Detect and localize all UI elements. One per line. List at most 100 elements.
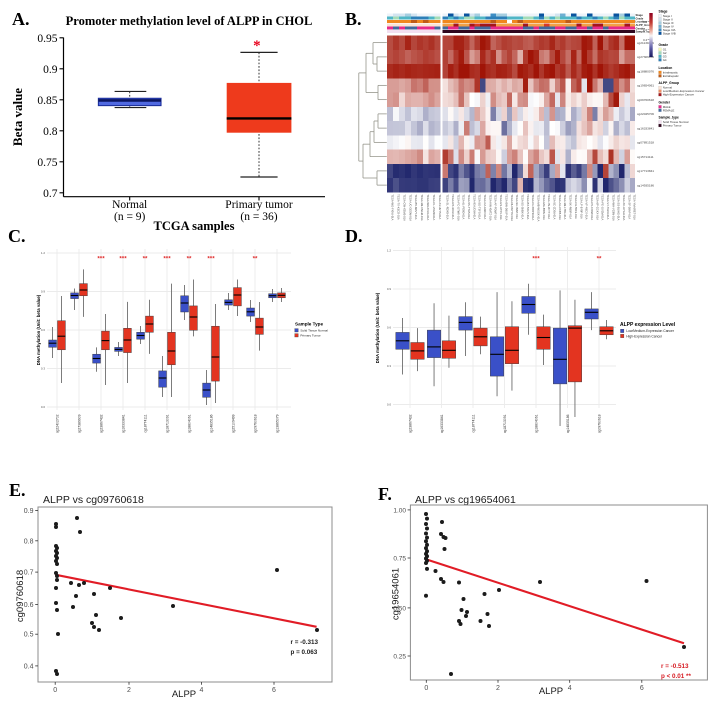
svg-text:D.: D. — [345, 226, 363, 246]
svg-text:cg13865079: cg13865079 — [275, 414, 279, 433]
svg-text:Solid Tissue Normal: Solid Tissue Normal — [663, 120, 689, 124]
svg-text:cg18804061: cg18804061 — [187, 414, 191, 433]
svg-text:TCGA-5G-T3FS-01A: TCGA-5G-T3FS-01A — [478, 194, 482, 219]
svg-text:1.2: 1.2 — [387, 249, 392, 253]
svg-text:0.6: 0.6 — [24, 602, 34, 609]
svg-text:cg14835186: cg14835186 — [566, 414, 570, 433]
svg-text:cg21130406: cg21130406 — [637, 41, 654, 45]
svg-text:Solid Tissue Normal: Solid Tissue Normal — [300, 329, 328, 333]
svg-text:ALPP: ALPP — [539, 686, 563, 697]
svg-text:TCGA-MG-B59V-01A: TCGA-MG-B59V-01A — [542, 194, 546, 220]
svg-text:TCGA-W9-ZVUA-01A: TCGA-W9-ZVUA-01A — [426, 194, 430, 220]
svg-text:TCGA-ZC-HYGH-01A: TCGA-ZC-HYGH-01A — [622, 194, 626, 220]
svg-text:***: *** — [119, 256, 127, 263]
svg-text:cg18804061: cg18804061 — [534, 414, 538, 433]
svg-text:B.: B. — [345, 9, 362, 29]
svg-text:TCGA samples: TCGA samples — [154, 219, 235, 233]
svg-text:TCGA-CA-E96V-01A: TCGA-CA-E96V-01A — [483, 194, 487, 219]
svg-text:1.00: 1.00 — [393, 507, 406, 514]
svg-text:High-Expression Cancer: High-Expression Cancer — [663, 93, 694, 97]
svg-text:Stage II: Stage II — [663, 17, 673, 21]
svg-text:r = -0.513: r = -0.513 — [661, 663, 689, 670]
svg-text:TCGA-NU-WYYR-01A: TCGA-NU-WYYR-01A — [510, 194, 514, 221]
svg-text:0.75: 0.75 — [37, 157, 57, 169]
svg-text:TCGA-AG-KKB5-01A: TCGA-AG-KKB5-01A — [558, 194, 562, 220]
svg-text:DNA methylation (Unit: beta va: DNA methylation (Unit: beta value) — [375, 292, 380, 363]
svg-text:cg18880076: cg18880076 — [637, 69, 654, 73]
svg-text:p < 0.01 **: p < 0.01 ** — [661, 673, 691, 680]
svg-text:0.7: 0.7 — [24, 570, 34, 577]
svg-text:TCGA-SL-RDX9-01A: TCGA-SL-RDX9-01A — [446, 194, 450, 220]
svg-text:0.8: 0.8 — [643, 20, 647, 24]
svg-text:Stage IVB: Stage IVB — [663, 31, 676, 35]
svg-text:Stage IVA: Stage IVA — [663, 28, 676, 32]
svg-text:cg18713091: cg18713091 — [165, 414, 169, 433]
svg-text:Sample Type: Sample Type — [295, 322, 323, 327]
svg-text:ALPP_Group: ALPP_Group — [659, 81, 680, 85]
svg-text:Extrahepatic: Extrahepatic — [663, 74, 680, 78]
svg-text:cg19654061: cg19654061 — [637, 84, 654, 88]
svg-text:Stage: Stage — [636, 13, 644, 17]
svg-text:cg09760618: cg09760618 — [253, 414, 257, 433]
svg-text:0.5: 0.5 — [24, 632, 34, 639]
svg-text:***: *** — [532, 256, 540, 263]
svg-text:1.2: 1.2 — [41, 251, 46, 255]
svg-text:**: ** — [597, 256, 602, 263]
svg-text:TCGA-RX-3F6U-01A: TCGA-RX-3F6U-01A — [451, 194, 455, 219]
svg-text:0.7: 0.7 — [43, 188, 58, 200]
svg-text:0.25: 0.25 — [393, 654, 406, 661]
svg-text:TCGA-5K-R69P-01A: TCGA-5K-R69P-01A — [569, 194, 573, 219]
svg-text:Sample_type: Sample_type — [659, 116, 680, 120]
svg-text:r = -0.313: r = -0.313 — [291, 639, 319, 646]
svg-text:TCGA-BW-D6UP-01A: TCGA-BW-D6UP-01A — [504, 194, 508, 221]
svg-text:0.9: 0.9 — [43, 64, 58, 76]
svg-text:Primary tumor: Primary tumor — [225, 199, 293, 211]
svg-text:Stage I: Stage I — [663, 14, 672, 18]
svg-text:ALPP: ALPP — [172, 689, 196, 700]
svg-text:TCGA-WH-VC9N-01A: TCGA-WH-VC9N-01A — [611, 194, 615, 221]
svg-text:TCGA-6L-PD9D-01A: TCGA-6L-PD9D-01A — [462, 194, 466, 219]
svg-text:TCGA-3M-LTBA-01A: TCGA-3M-LTBA-01A — [563, 194, 567, 219]
svg-text:TCGA-MB-WSGK-01A: TCGA-MB-WSGK-01A — [536, 194, 540, 221]
svg-text:0.6: 0.6 — [643, 28, 647, 32]
svg-text:Gender: Gender — [636, 26, 645, 30]
svg-text:0.0: 0.0 — [41, 405, 46, 409]
svg-text:2: 2 — [127, 687, 131, 694]
svg-text:cg27306056: cg27306056 — [637, 55, 654, 59]
svg-text:F.: F. — [378, 484, 392, 504]
svg-text:6: 6 — [272, 687, 276, 694]
svg-text:ALPP vs cg09760618: ALPP vs cg09760618 — [43, 494, 144, 506]
svg-text:G2: G2 — [663, 51, 667, 55]
svg-text:G1: G1 — [663, 47, 667, 51]
svg-text:cg18774111: cg18774111 — [143, 414, 147, 432]
svg-text:TCGA-TX-K3CD-01A: TCGA-TX-K3CD-01A — [396, 194, 400, 220]
svg-text:(n = 9): (n = 9) — [114, 211, 146, 223]
svg-text:0.50: 0.50 — [393, 605, 406, 612]
svg-text:TCGA-WG-FXK6-01A: TCGA-WG-FXK6-01A — [390, 194, 394, 220]
svg-text:G3: G3 — [663, 54, 667, 58]
svg-text:TCGA-BX-5XUY-01A: TCGA-BX-5XUY-01A — [526, 194, 530, 219]
svg-text:0.9: 0.9 — [41, 290, 46, 294]
svg-text:cg25109499: cg25109499 — [231, 414, 235, 433]
svg-text:0: 0 — [53, 687, 57, 694]
svg-text:Location: Location — [659, 66, 673, 70]
svg-text:0.6: 0.6 — [387, 326, 392, 330]
svg-text:p = 0.063: p = 0.063 — [291, 649, 318, 656]
svg-text:*: * — [253, 38, 261, 54]
svg-text:0.3: 0.3 — [387, 364, 392, 368]
svg-text:***: *** — [163, 256, 171, 263]
svg-text:0.75: 0.75 — [393, 556, 406, 563]
svg-text:TCGA-B5-NRVY-01A: TCGA-B5-NRVY-01A — [414, 194, 418, 220]
svg-text:TCGA-VF-4BCX-01A: TCGA-VF-4BCX-01A — [585, 194, 589, 220]
svg-text:***: *** — [97, 256, 105, 263]
svg-text:TCGA-Z3-UEY5-01A: TCGA-Z3-UEY5-01A — [438, 194, 442, 219]
svg-text:cg22045706: cg22045706 — [637, 112, 654, 116]
svg-text:cg14935186: cg14935186 — [637, 183, 654, 187]
svg-text:Low/Medium-Expression Cancer: Low/Medium-Expression Cancer — [626, 329, 675, 333]
svg-text:TCGA-UC-GEDM-01A: TCGA-UC-GEDM-01A — [408, 194, 412, 221]
svg-text:TCGA-KU-BDPR-01A: TCGA-KU-BDPR-01A — [531, 194, 535, 220]
svg-text:0.3: 0.3 — [41, 367, 46, 371]
svg-text:0.4: 0.4 — [643, 38, 647, 42]
svg-text:6: 6 — [640, 685, 644, 692]
svg-text:Grade: Grade — [659, 43, 669, 47]
